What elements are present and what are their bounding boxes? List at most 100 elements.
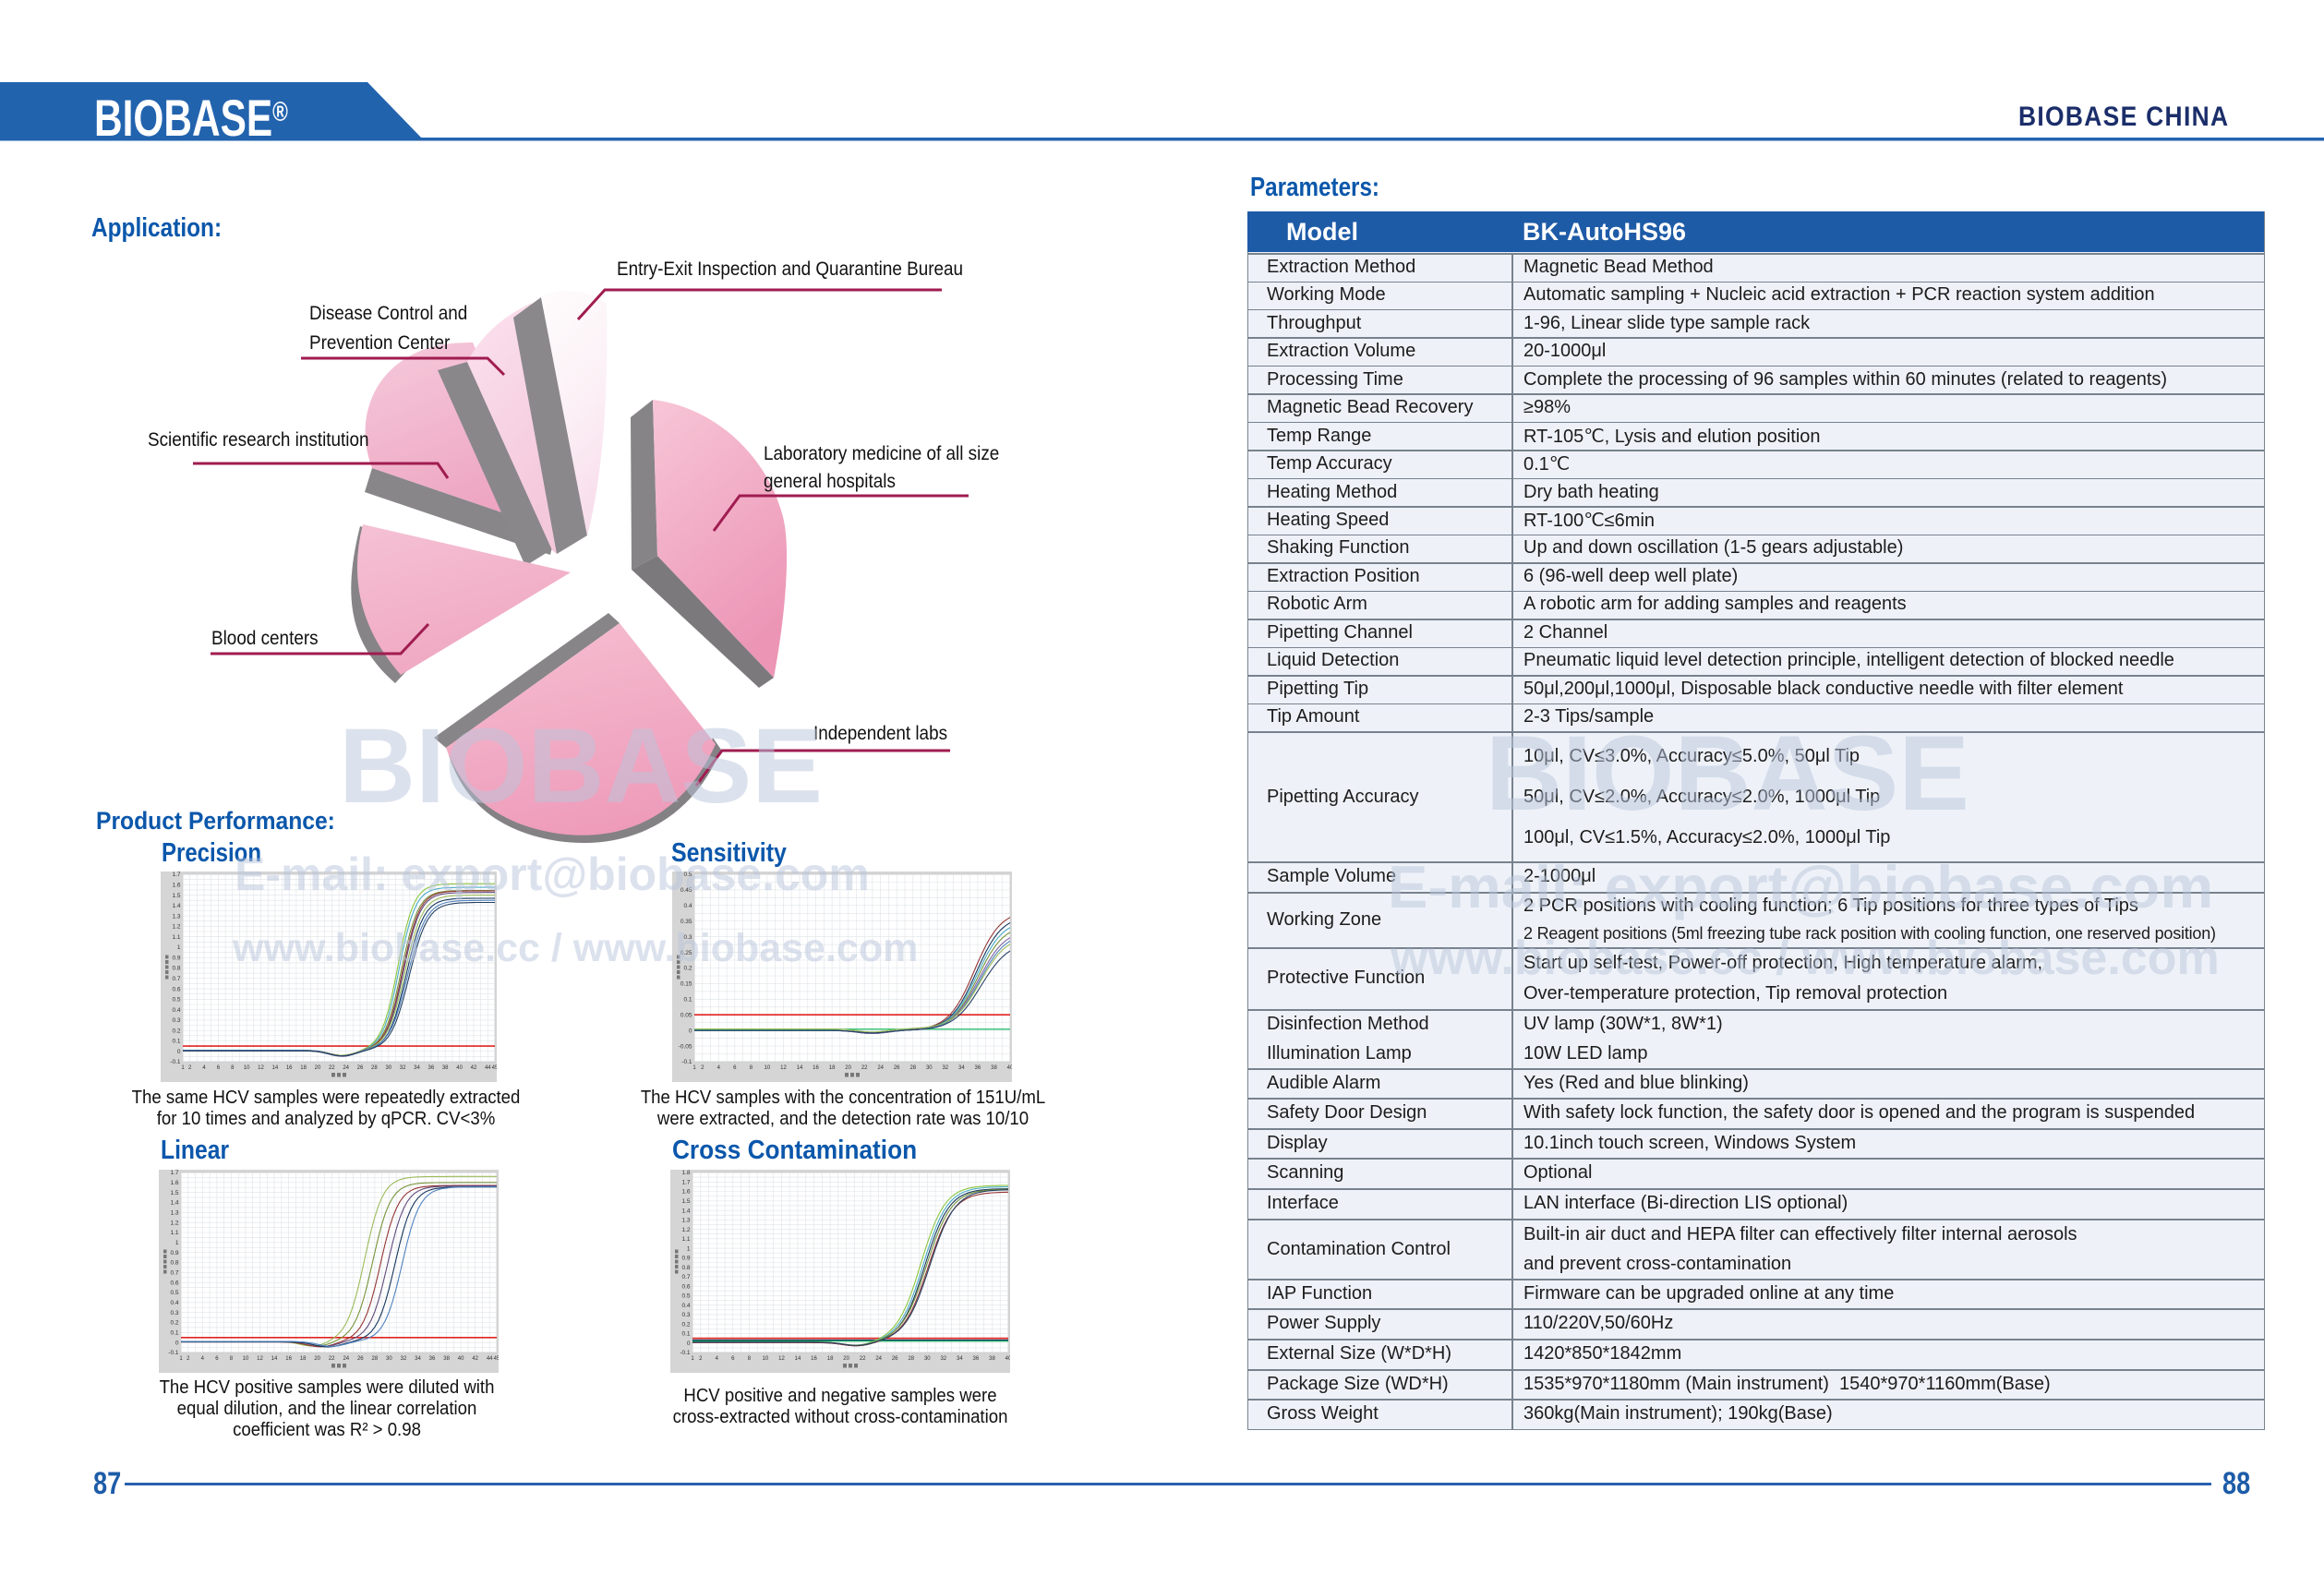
svg-text:0.05: 0.05 [680, 1012, 692, 1018]
svg-text:0.2: 0.2 [170, 1320, 178, 1327]
svg-text:14: 14 [797, 1065, 803, 1071]
svg-text:1.7: 1.7 [170, 1170, 178, 1176]
svg-text:40: 40 [1005, 1356, 1010, 1362]
svg-text:8: 8 [230, 1356, 234, 1362]
svg-text:0.9: 0.9 [170, 1250, 178, 1256]
svg-text:45: 45 [494, 1356, 499, 1362]
svg-text:38: 38 [991, 1065, 997, 1071]
svg-text:0.25: 0.25 [680, 950, 692, 956]
svg-text:14: 14 [795, 1356, 801, 1362]
svg-text:1.6: 1.6 [681, 1189, 690, 1196]
svg-text:18: 18 [300, 1065, 307, 1071]
svg-text:10: 10 [243, 1356, 249, 1362]
svg-text:0.1: 0.1 [172, 1039, 180, 1045]
svg-text:0: 0 [175, 1340, 179, 1346]
svg-text:2: 2 [699, 1356, 703, 1362]
svg-text:24: 24 [877, 1065, 884, 1071]
svg-text:16: 16 [811, 1356, 817, 1362]
svg-text:0.6: 0.6 [172, 986, 180, 992]
svg-text:1.7: 1.7 [172, 872, 180, 878]
svg-text:22: 22 [861, 1065, 868, 1071]
svg-text:1.6: 1.6 [170, 1180, 178, 1186]
svg-text:10: 10 [765, 1065, 771, 1071]
svg-text:30: 30 [924, 1356, 931, 1362]
svg-text:1: 1 [692, 1065, 696, 1071]
svg-text:4: 4 [201, 1356, 205, 1362]
svg-text:30: 30 [926, 1065, 933, 1071]
svg-text:1.6: 1.6 [172, 883, 180, 889]
svg-text:0.6: 0.6 [170, 1280, 178, 1286]
svg-text:0.7: 0.7 [170, 1270, 178, 1277]
svg-text:0.5: 0.5 [681, 1293, 690, 1300]
svg-text:36: 36 [973, 1356, 980, 1362]
svg-text:30: 30 [386, 1356, 392, 1362]
svg-text:14: 14 [271, 1356, 278, 1362]
svg-text:10: 10 [763, 1356, 769, 1362]
svg-text:22: 22 [860, 1356, 866, 1362]
svg-text:0.15: 0.15 [680, 981, 692, 988]
svg-text:40: 40 [458, 1356, 464, 1362]
svg-text:0.45: 0.45 [680, 887, 692, 894]
svg-text:1.4: 1.4 [170, 1200, 178, 1207]
svg-text:1.3: 1.3 [170, 1210, 178, 1217]
svg-text:28: 28 [371, 1065, 378, 1071]
svg-text:36: 36 [428, 1065, 435, 1071]
svg-text:34: 34 [414, 1065, 420, 1071]
svg-text:2: 2 [187, 1356, 190, 1362]
svg-text:10: 10 [244, 1065, 250, 1071]
svg-text:1.8: 1.8 [681, 1170, 690, 1176]
svg-text:0.1: 0.1 [681, 1331, 690, 1338]
svg-text:22: 22 [329, 1356, 335, 1362]
svg-text:0.8: 0.8 [681, 1265, 690, 1271]
svg-text:14: 14 [272, 1065, 279, 1071]
svg-text:0.5: 0.5 [170, 1290, 178, 1296]
svg-text:16: 16 [813, 1065, 819, 1071]
svg-text:8: 8 [750, 1065, 753, 1071]
svg-text:34: 34 [957, 1356, 963, 1362]
svg-text:0.9: 0.9 [681, 1256, 690, 1262]
svg-text:0.1: 0.1 [170, 1330, 178, 1337]
svg-text:0.8: 0.8 [170, 1260, 178, 1267]
svg-text:1.1: 1.1 [170, 1230, 178, 1236]
svg-text:22: 22 [329, 1065, 335, 1071]
svg-text:1.3: 1.3 [681, 1218, 690, 1224]
svg-text:0.2: 0.2 [683, 966, 692, 972]
svg-text:1: 1 [179, 1356, 183, 1362]
svg-text:1.2: 1.2 [172, 924, 180, 931]
svg-text:0.3: 0.3 [170, 1310, 178, 1316]
svg-text:0.1: 0.1 [683, 997, 692, 1004]
svg-text:1.5: 1.5 [172, 893, 180, 899]
svg-text:0: 0 [177, 1049, 181, 1055]
svg-text:26: 26 [892, 1356, 898, 1362]
svg-text:40: 40 [456, 1065, 463, 1071]
svg-text:12: 12 [257, 1356, 263, 1362]
svg-text:24: 24 [875, 1356, 882, 1362]
svg-text:0.3: 0.3 [681, 1312, 690, 1318]
svg-text:8: 8 [748, 1356, 752, 1362]
svg-text:28: 28 [372, 1356, 379, 1362]
svg-text:20: 20 [314, 1356, 320, 1362]
svg-text:8: 8 [231, 1065, 235, 1071]
svg-text:16: 16 [286, 1065, 293, 1071]
svg-text:0.8: 0.8 [172, 966, 180, 972]
svg-text:1: 1 [691, 1356, 694, 1362]
svg-text:2: 2 [188, 1065, 192, 1071]
svg-text:32: 32 [942, 1065, 948, 1071]
svg-text:1.3: 1.3 [172, 913, 180, 920]
svg-text:1.7: 1.7 [681, 1180, 690, 1186]
svg-text:42: 42 [471, 1065, 477, 1071]
svg-text:6: 6 [733, 1065, 737, 1071]
svg-text:38: 38 [989, 1356, 995, 1362]
svg-text:40: 40 [1007, 1065, 1012, 1071]
svg-text:45: 45 [492, 1065, 497, 1071]
svg-text:1.4: 1.4 [172, 903, 180, 909]
svg-text:1.1: 1.1 [172, 934, 180, 941]
svg-text:0.5: 0.5 [683, 872, 692, 878]
svg-text:12: 12 [778, 1356, 785, 1362]
svg-text:0: 0 [687, 1341, 691, 1347]
svg-text:1: 1 [687, 1245, 691, 1252]
svg-text:38: 38 [442, 1065, 449, 1071]
svg-text:-0.1: -0.1 [170, 1059, 181, 1065]
svg-text:18: 18 [827, 1356, 834, 1362]
svg-text:26: 26 [894, 1065, 900, 1071]
